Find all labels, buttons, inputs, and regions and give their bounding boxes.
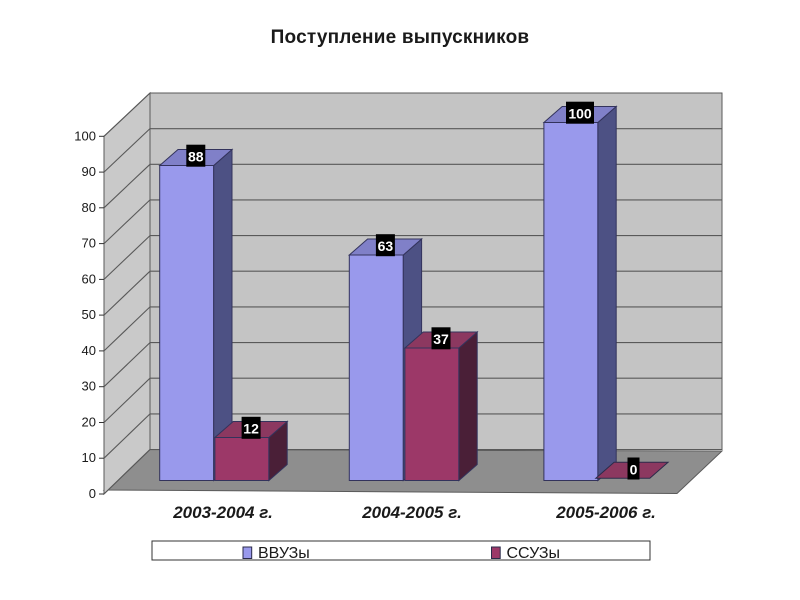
svg-text:10: 10 [82, 450, 96, 465]
svg-text:0: 0 [630, 461, 638, 477]
svg-text:2003-2004 г.: 2003-2004 г. [172, 503, 273, 522]
svg-text:0: 0 [89, 486, 96, 501]
svg-text:100: 100 [568, 106, 592, 122]
svg-text:12: 12 [243, 421, 259, 437]
svg-text:37: 37 [433, 331, 449, 347]
svg-text:70: 70 [82, 236, 96, 251]
svg-text:50: 50 [82, 307, 96, 322]
svg-text:80: 80 [82, 200, 96, 215]
svg-text:90: 90 [82, 164, 96, 179]
svg-text:ВВУЗы: ВВУЗы [258, 545, 310, 562]
svg-text:30: 30 [82, 379, 96, 394]
svg-text:20: 20 [82, 415, 96, 430]
svg-text:2005-2006 г.: 2005-2006 г. [555, 503, 656, 522]
svg-text:88: 88 [188, 148, 204, 164]
svg-text:60: 60 [82, 271, 96, 286]
svg-text:100: 100 [74, 128, 96, 143]
svg-text:2004-2005 г.: 2004-2005 г. [361, 503, 462, 522]
svg-text:40: 40 [82, 343, 96, 358]
svg-text:ССУЗы: ССУЗы [507, 545, 561, 562]
svg-text:63: 63 [378, 238, 394, 254]
